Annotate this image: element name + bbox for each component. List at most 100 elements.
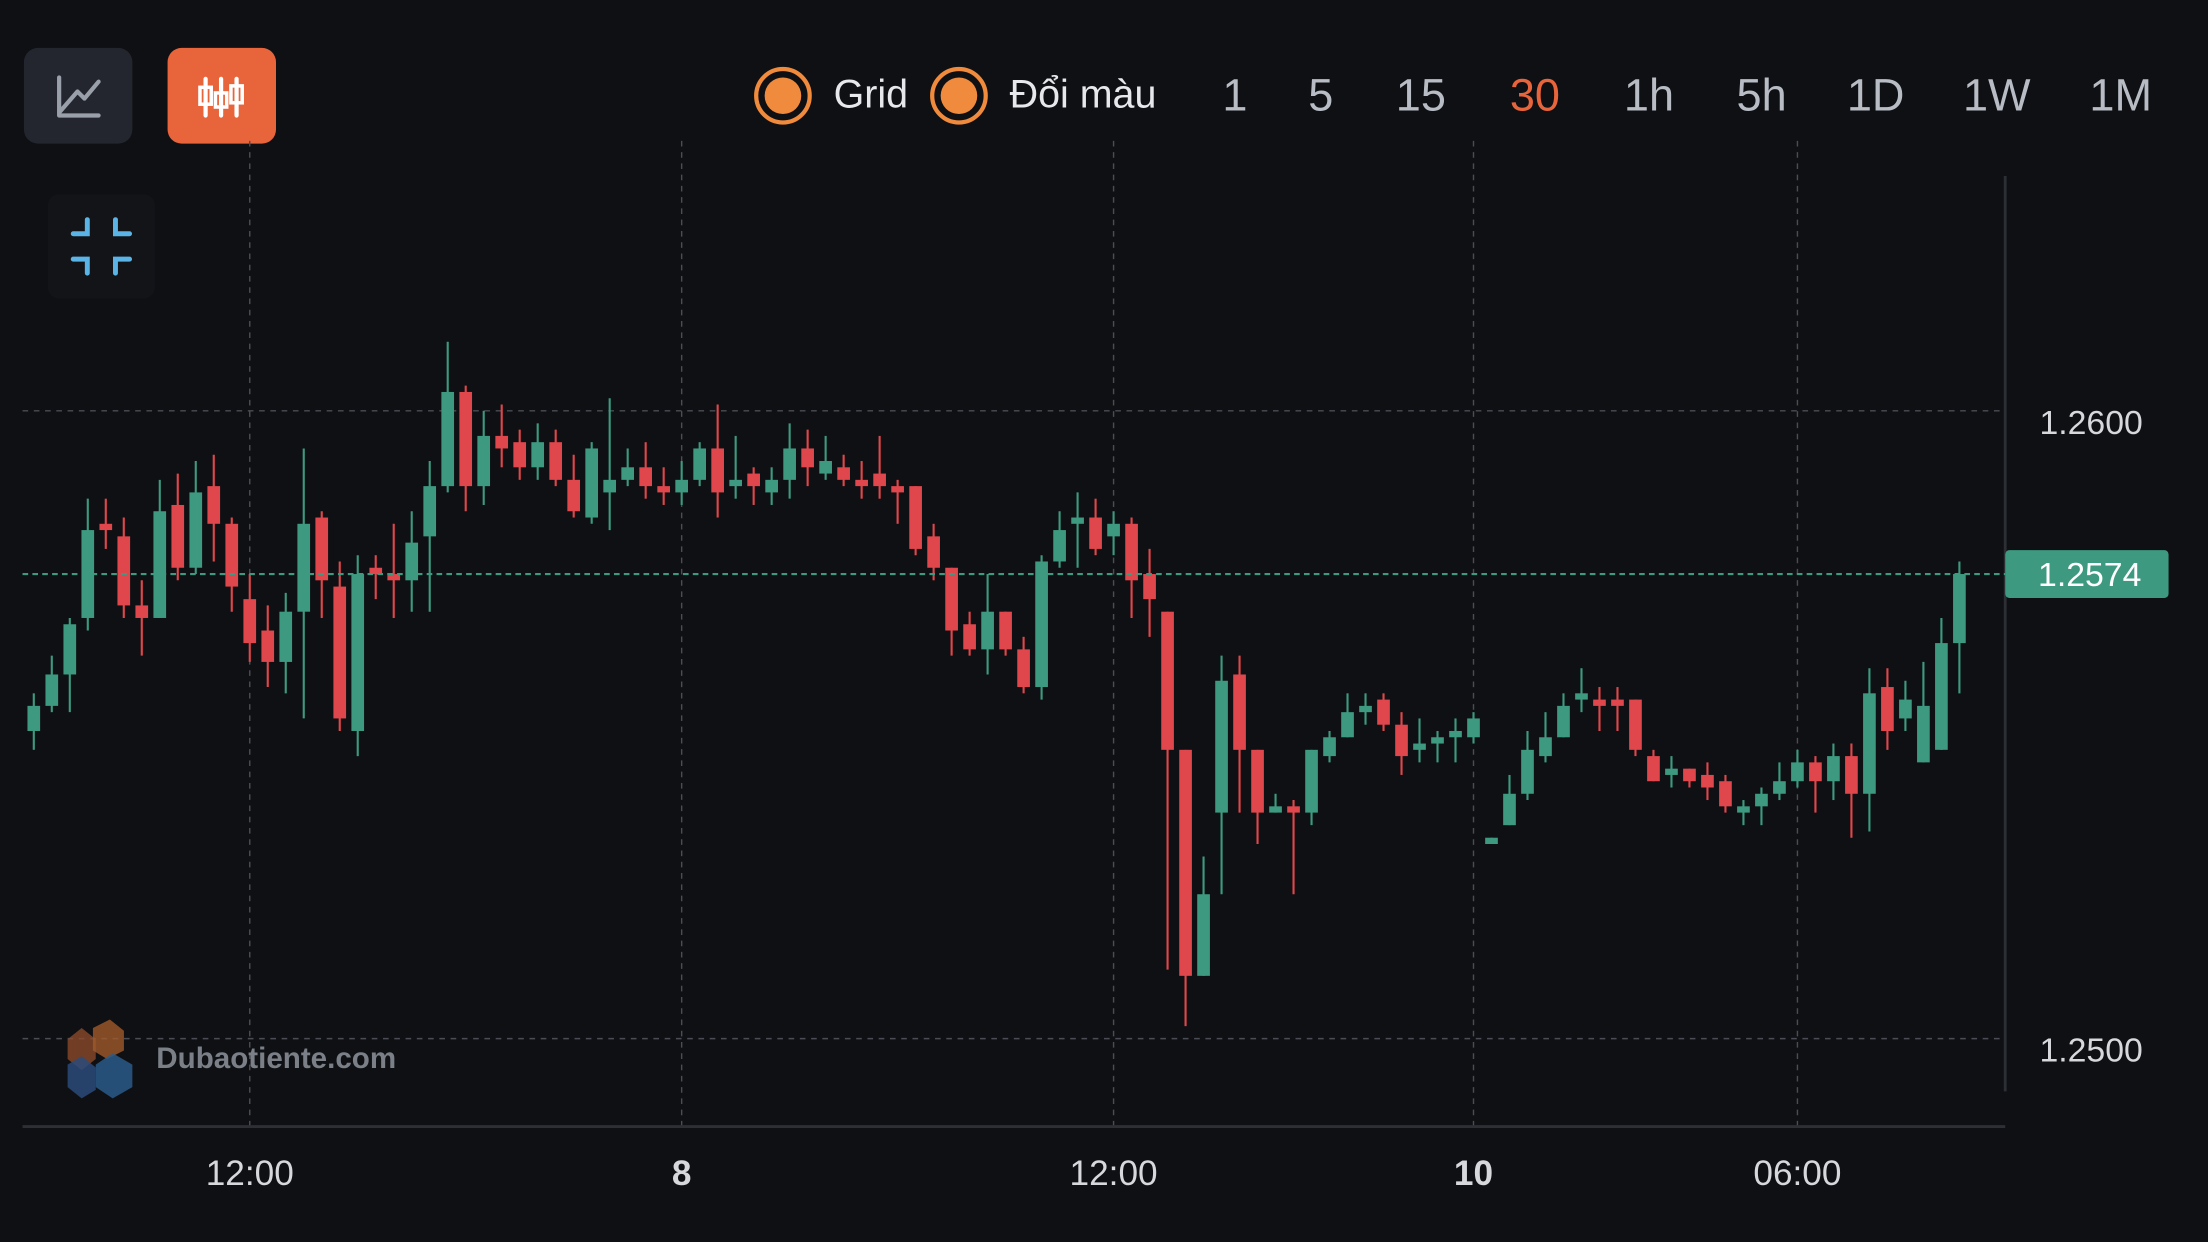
candle-icon <box>198 85 213 106</box>
toggle[interactable]: Grid <box>754 66 908 125</box>
interval-button[interactable]: 30 <box>1510 69 1560 120</box>
candle-body <box>1899 699 1912 719</box>
toggle-label[interactable]: Grid <box>834 73 908 117</box>
candle-icon <box>213 91 229 109</box>
interval-button[interactable]: 1h <box>1624 69 1674 120</box>
candle-body <box>621 467 635 480</box>
candle-body <box>981 611 994 650</box>
candle-body <box>135 605 149 618</box>
interval-button[interactable]: 1 <box>1222 69 1247 120</box>
candle-icon <box>229 84 244 105</box>
x-tick-label: 12:00 <box>1070 1154 1158 1193</box>
toggle-ring[interactable] <box>930 66 988 125</box>
candle-body <box>585 448 599 518</box>
collapse-icon <box>70 217 133 276</box>
line-chart-button[interactable] <box>23 47 133 144</box>
candle-body <box>1269 806 1282 813</box>
candle-body <box>261 630 275 662</box>
candle-body <box>801 448 814 468</box>
candle-body <box>1953 574 1966 644</box>
candle-body <box>1791 762 1804 782</box>
candle-body <box>1665 768 1678 775</box>
candle-body <box>1809 762 1822 782</box>
candle-body <box>927 536 940 568</box>
interval-button[interactable]: 15 <box>1396 69 1446 120</box>
x-tick-label: 06:00 <box>1753 1154 1841 1193</box>
candle-body <box>1341 712 1354 738</box>
candle-body <box>999 611 1012 650</box>
candle-chart-button[interactable] <box>167 47 276 144</box>
candle-body <box>333 586 347 719</box>
x-tick-label: 8 <box>672 1154 692 1193</box>
candle-body <box>387 574 401 581</box>
candle-body <box>1179 749 1192 976</box>
toggle-ring[interactable] <box>754 66 812 125</box>
toggle-dot[interactable] <box>764 77 802 115</box>
candle-body <box>81 530 95 618</box>
candle-body <box>1827 756 1840 782</box>
toggle-dot[interactable] <box>940 77 978 115</box>
candle-body <box>1107 523 1120 537</box>
interval-button[interactable]: 1D <box>1847 69 1905 120</box>
candle-body <box>63 624 77 675</box>
toggle-label[interactable]: Đổi màu <box>1010 73 1157 117</box>
interval-button[interactable]: 1M <box>2089 69 2152 120</box>
candle-body <box>1773 781 1786 794</box>
interval-button[interactable]: 5h <box>1737 69 1787 120</box>
watermark: Dubaotiente.com <box>67 1019 396 1099</box>
candle-body <box>963 624 976 650</box>
candle-body <box>27 705 41 731</box>
plot: 1.2600 1.2500 12:00 8 12:00 10 06:00 1.2574 <box>22 140 2169 1193</box>
candle-body <box>1647 756 1660 782</box>
candle-body <box>1467 718 1480 738</box>
collapse-button[interactable] <box>47 194 155 299</box>
candle-body <box>171 504 185 568</box>
y-tick-label: 1.2500 <box>2039 1032 2142 1070</box>
candle-body <box>549 442 563 480</box>
candle-body <box>1719 781 1732 807</box>
candle-body <box>909 486 922 549</box>
candle-body <box>837 467 850 480</box>
button-bg[interactable] <box>23 47 133 144</box>
candle-body <box>657 486 671 493</box>
candle-body <box>1503 793 1516 826</box>
candle-body <box>1395 724 1408 757</box>
candle-body <box>1323 737 1336 757</box>
candle-body <box>1287 806 1300 813</box>
candle-body <box>1251 749 1264 813</box>
candle-body <box>243 599 257 644</box>
candle-body <box>1701 774 1714 788</box>
candle-body <box>117 536 131 606</box>
candle-body <box>1935 643 1948 750</box>
candle-body <box>441 391 455 487</box>
interval-button[interactable]: 5 <box>1308 69 1333 120</box>
candle-body <box>1485 837 1498 845</box>
candle-body <box>99 523 113 531</box>
candle-body <box>1449 730 1462 738</box>
candle-body <box>207 486 221 524</box>
candle-body <box>567 479 581 512</box>
logo-part <box>67 1027 96 1071</box>
candle-body <box>1377 699 1390 725</box>
candle-body <box>639 467 653 487</box>
candle-body <box>945 567 958 631</box>
candle-body <box>405 542 419 581</box>
candle-body <box>1611 699 1624 706</box>
candle-body <box>531 442 545 468</box>
candle-body <box>225 523 239 587</box>
watermark-text: Dubaotiente.com <box>156 1042 396 1075</box>
candle-body <box>45 674 59 706</box>
candle-body <box>603 479 617 493</box>
candle-body <box>315 517 329 581</box>
candle-body <box>1305 749 1318 813</box>
candle-body <box>459 391 473 487</box>
candle-body <box>729 479 742 487</box>
candle-body <box>819 461 832 474</box>
button-bg[interactable] <box>47 194 155 299</box>
candle-body <box>1593 699 1606 706</box>
interval-button[interactable]: 1W <box>1963 69 2031 120</box>
toggle[interactable]: Đổi màu <box>930 66 1157 125</box>
candle-body <box>1431 737 1444 744</box>
